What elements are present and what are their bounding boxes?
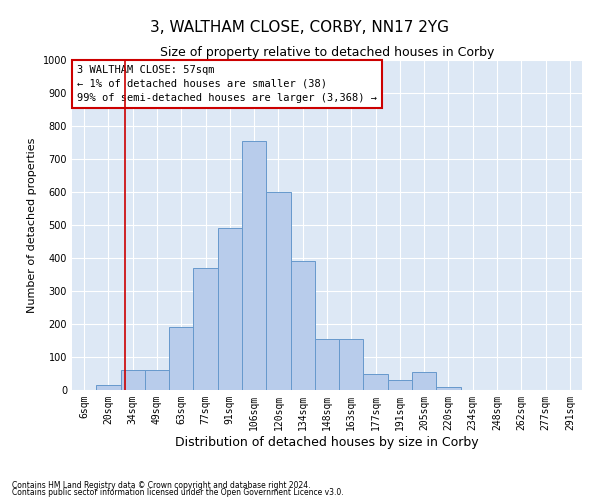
X-axis label: Distribution of detached houses by size in Corby: Distribution of detached houses by size …: [175, 436, 479, 448]
Text: Contains public sector information licensed under the Open Government Licence v3: Contains public sector information licen…: [12, 488, 344, 497]
Bar: [436, 386, 461, 390]
Text: Contains HM Land Registry data © Crown copyright and database right 2024.: Contains HM Land Registry data © Crown c…: [12, 480, 311, 490]
Bar: [193, 268, 218, 390]
Bar: [218, 228, 242, 390]
Text: 3 WALTHAM CLOSE: 57sqm
← 1% of detached houses are smaller (38)
99% of semi-deta: 3 WALTHAM CLOSE: 57sqm ← 1% of detached …: [77, 65, 377, 103]
Bar: [169, 328, 193, 390]
Bar: [242, 141, 266, 390]
Bar: [412, 372, 436, 390]
Bar: [266, 192, 290, 390]
Bar: [290, 262, 315, 390]
Bar: [96, 385, 121, 390]
Bar: [364, 374, 388, 390]
Bar: [145, 370, 169, 390]
Bar: [315, 339, 339, 390]
Bar: [339, 339, 364, 390]
Y-axis label: Number of detached properties: Number of detached properties: [27, 138, 37, 312]
Text: 3, WALTHAM CLOSE, CORBY, NN17 2YG: 3, WALTHAM CLOSE, CORBY, NN17 2YG: [151, 20, 449, 35]
Bar: [121, 370, 145, 390]
Bar: [388, 380, 412, 390]
Title: Size of property relative to detached houses in Corby: Size of property relative to detached ho…: [160, 46, 494, 59]
